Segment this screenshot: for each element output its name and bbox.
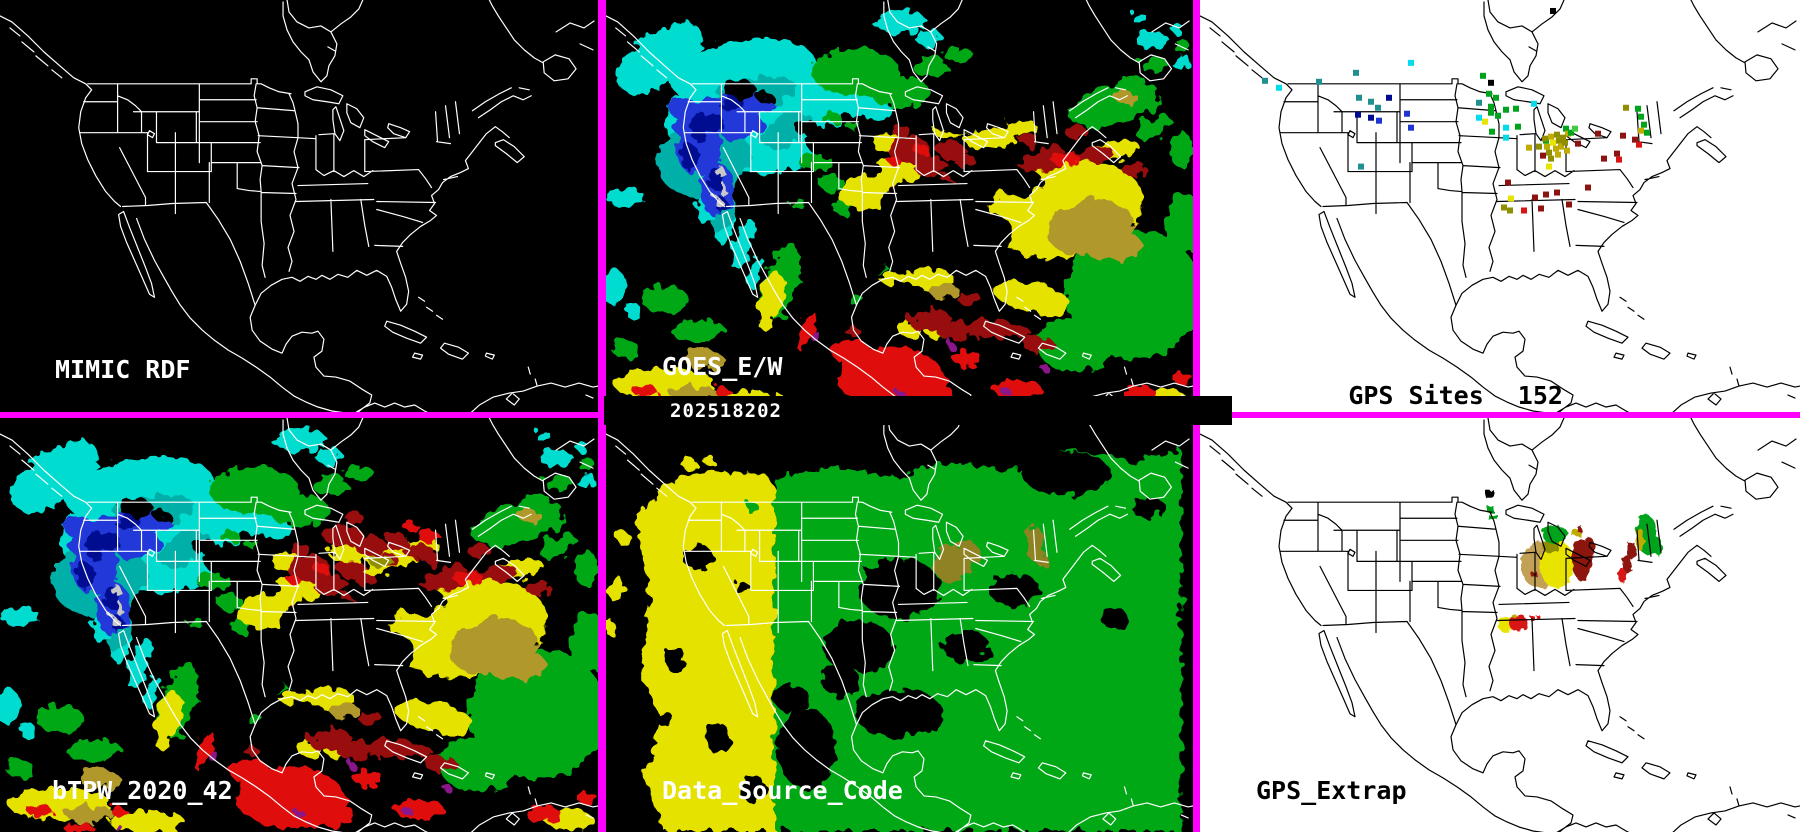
panel-goes-ew: GOES_E/W xyxy=(606,0,1193,412)
data-source-code-map xyxy=(606,418,1193,832)
basemap-outline xyxy=(1200,0,1800,412)
mimic-rdf-map xyxy=(0,0,598,412)
panel-gps-sites: GPS Sites 152 xyxy=(1200,0,1800,412)
gps-extrap-map xyxy=(1200,418,1800,832)
panel-label-gps-extrap: GPS_Extrap xyxy=(1256,776,1407,805)
goes-ew-map xyxy=(606,0,1193,412)
panel-label-goes-ew: GOES_E/W xyxy=(662,352,783,381)
tpw-color-field xyxy=(0,422,598,832)
gps-site-markers xyxy=(1262,7,1650,214)
basemap-outline xyxy=(0,0,598,412)
panel-label-btpw: bTPW_2020_42 xyxy=(52,776,233,805)
gps-sites-label: GPS Sites xyxy=(1348,381,1484,410)
panel-label-mimic-rdf: MIMIC RDF xyxy=(55,355,191,384)
panel-btpw: bTPW_2020_42 xyxy=(0,418,598,832)
gps-sites-count: 152 xyxy=(1517,381,1563,410)
btpw-map xyxy=(0,418,598,832)
timestamp-text: 202518202 xyxy=(670,399,782,422)
panel-label-data-source-code: Data_Source_Code xyxy=(662,776,903,805)
panel-data-source-code: Data_Source_Code xyxy=(606,418,1193,832)
panel-mimic-rdf: MIMIC RDF xyxy=(0,0,598,412)
tpw-color-field xyxy=(606,4,1193,412)
panel-gps-extrap: GPS_Extrap xyxy=(1200,418,1800,832)
source-code-field xyxy=(606,428,1181,831)
gps-sites-map xyxy=(1200,0,1800,412)
panel-label-gps-sites: GPS Sites 152 xyxy=(1258,352,1563,412)
timestamp-bar: 202518202 xyxy=(604,396,1232,425)
